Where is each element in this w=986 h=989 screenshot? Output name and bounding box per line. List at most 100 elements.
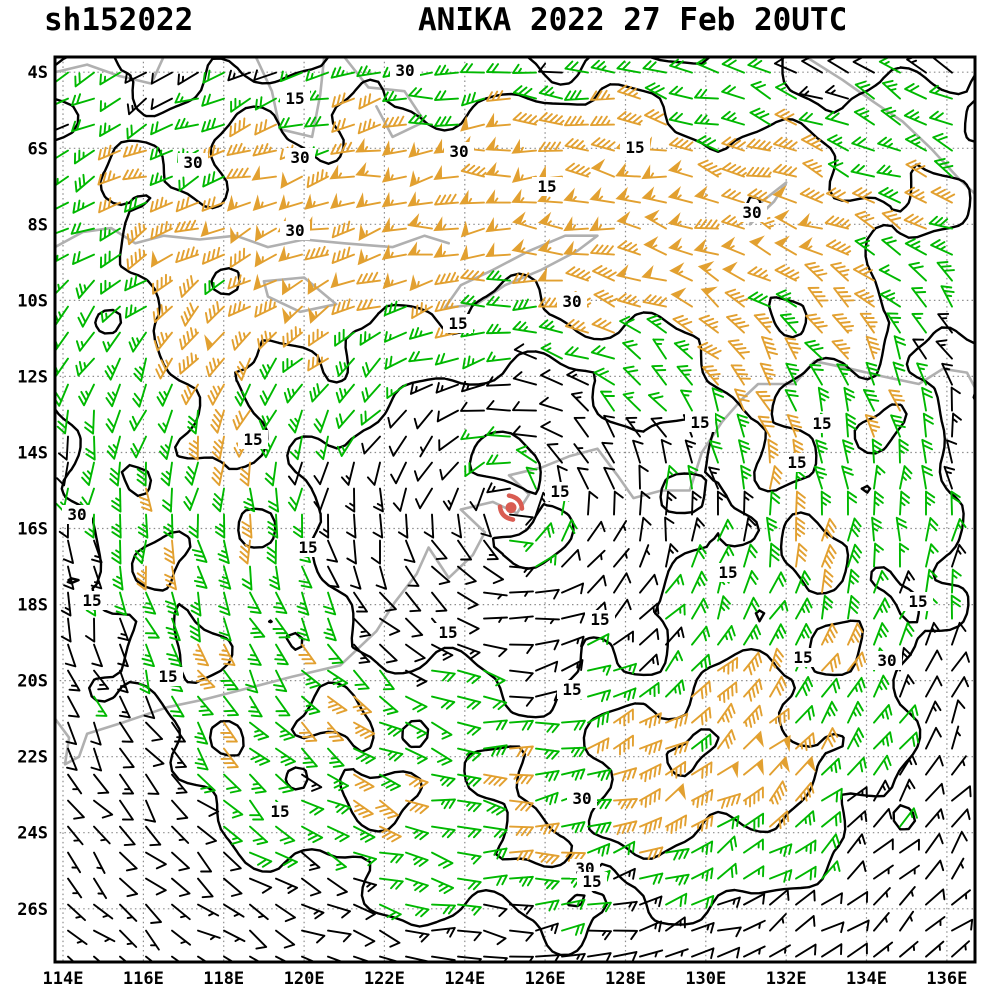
wind-barb xyxy=(350,565,362,590)
wind-barb xyxy=(483,847,508,860)
wind-barb xyxy=(119,929,138,948)
contour-label: 15 xyxy=(793,648,812,667)
wind-barb xyxy=(573,416,589,438)
wind-barb xyxy=(434,352,459,366)
wind-barb xyxy=(795,810,816,828)
wind-barb xyxy=(93,825,111,845)
y-tick-label: 24S xyxy=(17,824,48,844)
wind-barb xyxy=(483,955,508,962)
wind-barb xyxy=(717,815,740,830)
wind-barb xyxy=(509,903,534,915)
wind-barb xyxy=(587,549,606,568)
wind-barb xyxy=(639,763,662,783)
wind-barb xyxy=(352,695,373,716)
wind-barb xyxy=(899,940,919,958)
wind-barb xyxy=(535,660,559,673)
wind-barb xyxy=(665,603,686,620)
wind-barb xyxy=(589,187,615,204)
wind-barb xyxy=(193,565,208,589)
wind-barb xyxy=(899,886,916,906)
wind-barb xyxy=(509,615,534,623)
wind-barb xyxy=(301,929,326,944)
wind-barb xyxy=(795,732,816,752)
contour-label-bg xyxy=(903,592,933,611)
wind-barb xyxy=(313,409,329,434)
wind-barb xyxy=(408,87,433,100)
wind-barb xyxy=(535,851,560,865)
wind-barb xyxy=(457,747,482,762)
wind-barb xyxy=(119,747,135,769)
wind-barb xyxy=(821,544,837,569)
wind-barb xyxy=(639,490,651,516)
wind-barb xyxy=(313,487,329,512)
wind-barb xyxy=(145,747,165,768)
wind-barb xyxy=(431,926,456,938)
wind-barb xyxy=(469,487,485,512)
contour-label: 15 xyxy=(158,667,177,686)
wind-barb xyxy=(873,622,889,646)
wind-barb xyxy=(230,97,251,113)
wind-barb xyxy=(899,621,915,646)
wind-barb xyxy=(379,851,404,864)
wind-barb xyxy=(881,210,902,230)
wind-barb xyxy=(384,355,407,370)
wind-barb xyxy=(223,929,246,943)
wind-barb xyxy=(218,565,232,590)
wind-barb xyxy=(460,163,487,178)
contour-label: 15 xyxy=(787,453,806,472)
contour-label: 15 xyxy=(718,563,737,582)
wind-barb xyxy=(784,389,799,412)
wind-barb xyxy=(118,695,131,719)
wind-barb xyxy=(486,426,511,438)
wind-barb xyxy=(287,461,303,486)
wind-barb xyxy=(639,573,659,594)
wind-barb xyxy=(800,134,823,152)
wind-barb xyxy=(405,799,430,815)
wind-barb xyxy=(593,367,615,386)
wind-barb xyxy=(665,848,690,861)
wind-barb xyxy=(563,216,589,232)
wind-barb xyxy=(298,565,313,589)
wind-barb xyxy=(821,921,845,934)
wind-barb xyxy=(150,121,173,136)
wind-barb xyxy=(119,825,136,847)
wind-barb xyxy=(854,210,875,230)
x-tick-label: 118E xyxy=(203,969,244,989)
wind-barb xyxy=(773,57,797,74)
wind-barb xyxy=(187,409,199,435)
wind-barb xyxy=(795,597,813,620)
wind-barb xyxy=(747,58,771,74)
wind-barb xyxy=(218,591,231,616)
wind-barb xyxy=(77,305,95,328)
wind-barb xyxy=(852,57,875,74)
wind-barb xyxy=(254,119,277,136)
wind-barb xyxy=(119,721,134,743)
wind-barb xyxy=(613,867,636,880)
wind-barb xyxy=(951,785,972,802)
wind-barb xyxy=(898,438,909,464)
wind-barb xyxy=(717,595,731,620)
wind-barb xyxy=(248,695,263,718)
wind-barb xyxy=(201,93,225,107)
wind-barb xyxy=(282,326,303,348)
wind-barb xyxy=(587,490,599,516)
wind-barb xyxy=(183,487,199,512)
wind-barb xyxy=(296,591,310,616)
wind-barb xyxy=(278,245,303,262)
wind-barb xyxy=(66,747,78,771)
wind-barb xyxy=(145,955,155,962)
wind-barb xyxy=(899,864,920,880)
wind-barb xyxy=(170,695,185,718)
wind-barb xyxy=(821,892,843,906)
wind-barb xyxy=(90,721,102,746)
wind-barb xyxy=(665,760,687,779)
x-tick-label: 122E xyxy=(364,969,405,989)
wind-barb xyxy=(201,196,225,212)
wind-barb xyxy=(616,293,641,308)
wind-barb xyxy=(149,172,173,186)
contour-label-bg xyxy=(444,142,474,161)
wind-barb xyxy=(639,602,660,620)
wind-barb xyxy=(56,409,69,435)
wind-barb xyxy=(330,66,355,79)
wind-barb xyxy=(335,383,355,404)
